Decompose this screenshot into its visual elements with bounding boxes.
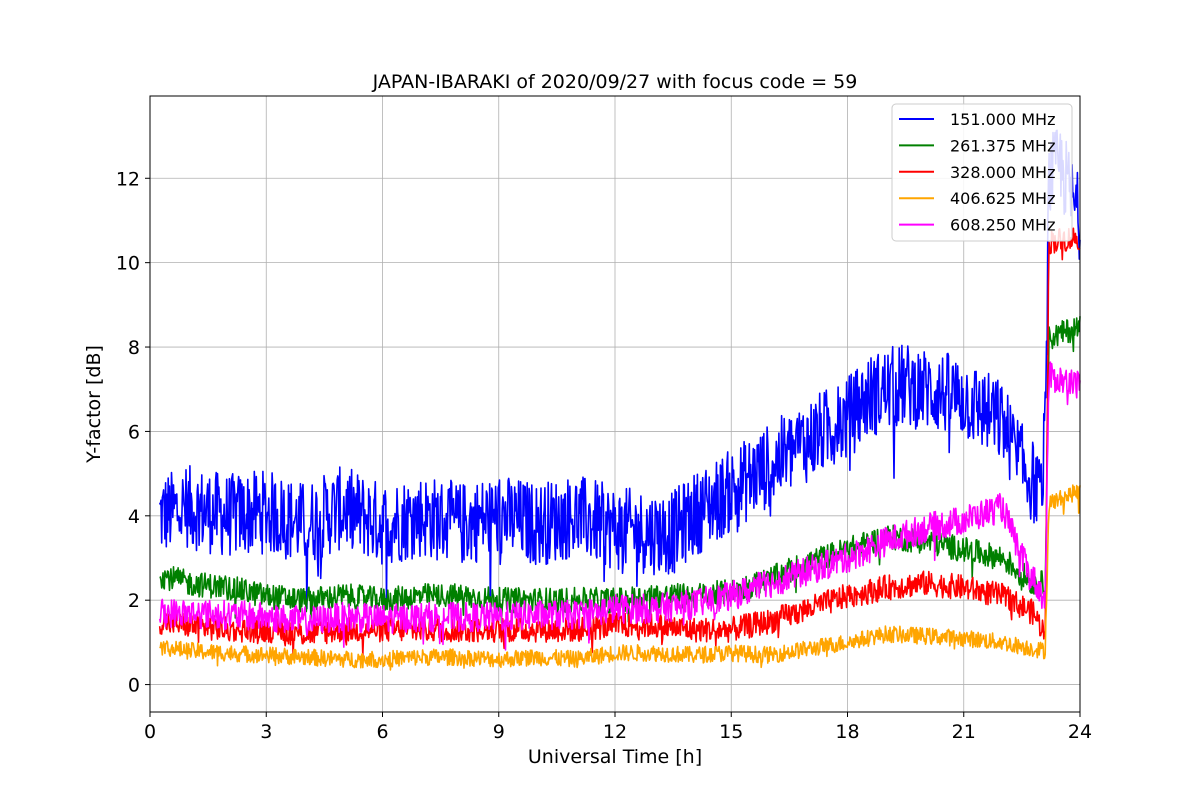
legend-label: 151.000 MHz (950, 110, 1055, 129)
series-line-3 (159, 484, 1081, 671)
y-tick-label: 8 (128, 337, 140, 359)
series-line-0 (158, 129, 1081, 613)
x-tick-label: 12 (603, 721, 627, 743)
chart-title: JAPAN-IBARAKI of 2020/09/27 with focus c… (372, 71, 858, 93)
x-tick-label: 18 (835, 721, 859, 743)
legend-label: 328.000 MHz (950, 163, 1055, 182)
legend: 151.000 MHz 261.375 MHz 328.000 MHz 406.625… (891, 103, 1073, 242)
x-tick-label: 6 (376, 721, 388, 743)
x-tick-label: 21 (952, 721, 976, 743)
x-axis-label: Universal Time [h] (528, 746, 702, 768)
x-tick-label: 0 (144, 721, 156, 743)
y-tick-label: 2 (128, 590, 140, 612)
legend-box (891, 103, 1073, 242)
y-tick-label: 4 (128, 506, 140, 528)
series-line-4 (158, 361, 1081, 651)
x-tick-label: 3 (260, 721, 272, 743)
y-tick-label: 10 (116, 253, 140, 275)
x-tick-label: 24 (1068, 721, 1092, 743)
legend-label: 261.375 MHz (950, 136, 1055, 155)
y-tick-label: 0 (128, 675, 140, 697)
y-tick-label: 12 (116, 168, 140, 190)
legend-label: 608.250 MHz (950, 216, 1055, 235)
x-tick-label: 15 (719, 721, 743, 743)
y-tick-label: 6 (128, 421, 140, 443)
x-tick-label: 9 (493, 721, 505, 743)
plot-area (158, 129, 1081, 671)
legend-label: 406.625 MHz (950, 189, 1055, 208)
y-axis-label: Y-factor [dB] (83, 345, 105, 464)
